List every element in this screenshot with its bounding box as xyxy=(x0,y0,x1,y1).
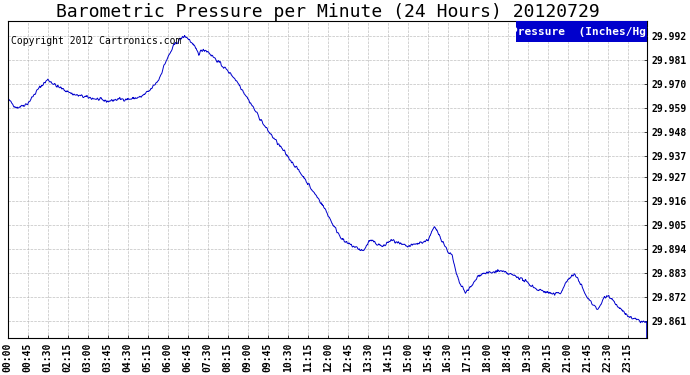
Text: Pressure  (Inches/Hg): Pressure (Inches/Hg) xyxy=(511,27,653,37)
Text: Copyright 2012 Cartronics.com: Copyright 2012 Cartronics.com xyxy=(11,36,181,46)
Title: Barometric Pressure per Minute (24 Hours) 20120729: Barometric Pressure per Minute (24 Hours… xyxy=(56,3,600,21)
